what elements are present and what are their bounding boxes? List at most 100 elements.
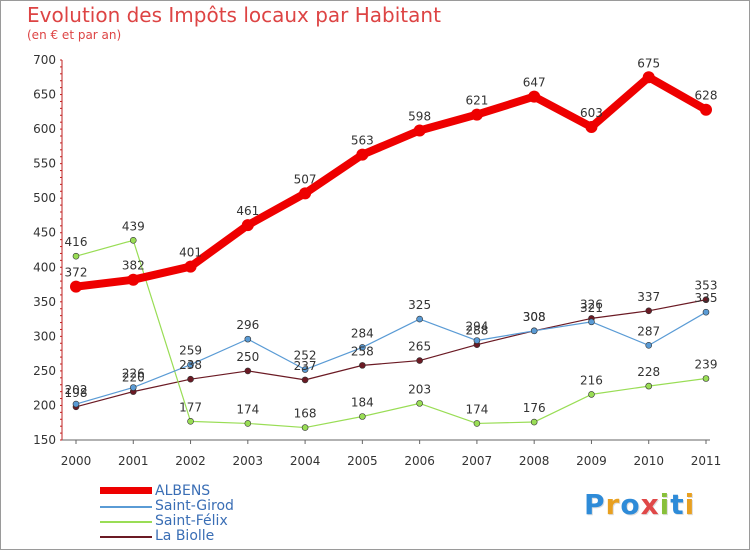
data-point-albens bbox=[642, 71, 655, 84]
legend-swatch-saint-felix bbox=[100, 521, 152, 523]
series-line-saint-felix bbox=[75, 239, 707, 429]
data-label: 226 bbox=[122, 366, 145, 380]
chart-title: Evolution des Impôts locaux par Habitant bbox=[27, 3, 441, 27]
x-tick-label: 2008 bbox=[519, 454, 550, 468]
data-point-saint-girod bbox=[72, 400, 80, 408]
data-label: 563 bbox=[351, 134, 374, 148]
data-point-albens bbox=[241, 219, 254, 232]
data-label: 461 bbox=[236, 204, 259, 218]
legend-swatch-saint-girod bbox=[100, 506, 152, 508]
x-tick-label: 2004 bbox=[290, 454, 321, 468]
legend-swatch-albens bbox=[100, 487, 152, 494]
y-tick-label: 500 bbox=[33, 191, 56, 205]
legend-swatch-la-biolle bbox=[100, 536, 152, 538]
data-point-la-biolle bbox=[702, 296, 710, 304]
data-label: 507 bbox=[294, 172, 317, 186]
legend-label-la-biolle: La Biolle bbox=[155, 528, 215, 544]
data-label: 284 bbox=[351, 326, 374, 340]
data-point-albens bbox=[585, 121, 598, 134]
data-point-saint-felix bbox=[72, 252, 80, 260]
data-point-saint-felix bbox=[359, 413, 366, 420]
data-label: 174 bbox=[236, 402, 259, 416]
legend-label-saint-felix: Saint-Félix bbox=[155, 513, 228, 529]
data-point-saint-felix bbox=[645, 382, 653, 390]
data-point-albens bbox=[470, 108, 483, 121]
data-label: 168 bbox=[294, 407, 317, 421]
data-point-saint-felix bbox=[187, 418, 194, 425]
data-label: 308 bbox=[523, 310, 546, 324]
y-tick-label: 400 bbox=[33, 260, 56, 274]
data-point-albens bbox=[356, 148, 369, 161]
data-point-saint-girod bbox=[416, 315, 423, 323]
data-label: 287 bbox=[637, 324, 660, 338]
x-tick-label: 2010 bbox=[633, 454, 664, 468]
data-label: 628 bbox=[695, 89, 718, 103]
data-point-saint-girod bbox=[645, 342, 653, 349]
data-label: 337 bbox=[637, 290, 660, 304]
data-label: 216 bbox=[580, 373, 603, 387]
data-point-albens bbox=[184, 260, 197, 273]
x-tick-label: 2002 bbox=[175, 454, 206, 468]
data-point-albens bbox=[127, 273, 140, 286]
data-point-saint-felix bbox=[702, 375, 710, 382]
data-point-saint-felix bbox=[301, 424, 309, 431]
x-tick-label: 2007 bbox=[462, 454, 493, 468]
data-label: 308 bbox=[523, 310, 546, 324]
y-tick-label: 650 bbox=[33, 88, 56, 102]
y-tick-label: 700 bbox=[33, 53, 56, 67]
data-point-saint-felix bbox=[588, 391, 595, 398]
data-point-saint-girod bbox=[359, 344, 366, 351]
data-point-la-biolle bbox=[645, 307, 653, 315]
data-point-albens bbox=[413, 124, 426, 137]
data-point-albens bbox=[70, 280, 82, 293]
series-line-albens bbox=[72, 73, 710, 291]
y-tick-label: 350 bbox=[33, 295, 56, 309]
data-point-saint-felix bbox=[530, 418, 538, 426]
data-label: 401 bbox=[179, 246, 202, 260]
data-point-saint-girod bbox=[244, 335, 252, 343]
data-point-la-biolle bbox=[187, 375, 194, 383]
data-label: 265 bbox=[408, 340, 431, 354]
legend-label-saint-girod: Saint-Girod bbox=[155, 498, 234, 514]
data-label: 335 bbox=[695, 291, 718, 305]
line-chart: 150 200 250 300 350 400 450 500 550 600 650 700 2000… bbox=[33, 53, 721, 468]
data-point-saint-girod bbox=[530, 327, 538, 335]
y-tick-label: 600 bbox=[33, 122, 56, 136]
data-label: 203 bbox=[408, 382, 431, 396]
data-label: 325 bbox=[408, 298, 431, 312]
y-tick-label: 550 bbox=[33, 157, 56, 171]
data-label: 353 bbox=[695, 279, 718, 293]
y-tick-label: 200 bbox=[33, 398, 56, 412]
y-tick-label: 150 bbox=[33, 433, 56, 447]
data-point-saint-girod bbox=[301, 366, 309, 373]
x-tick-label: 2006 bbox=[404, 454, 435, 468]
data-point-saint-girod bbox=[129, 384, 137, 391]
data-label: 416 bbox=[65, 235, 88, 249]
proxiti-logo: Proxiti bbox=[584, 488, 696, 521]
data-point-saint-girod bbox=[702, 308, 710, 316]
data-point-saint-felix bbox=[129, 237, 137, 244]
data-label: 237 bbox=[294, 359, 317, 373]
data-point-albens bbox=[700, 103, 712, 116]
data-label: 603 bbox=[580, 106, 603, 120]
data-label: 259 bbox=[179, 344, 202, 358]
data-label: 382 bbox=[122, 259, 145, 273]
data-label: 198 bbox=[65, 386, 88, 400]
data-point-la-biolle bbox=[301, 376, 309, 384]
x-tick-label: 2009 bbox=[576, 454, 607, 468]
data-point-albens bbox=[299, 187, 312, 200]
data-label: 176 bbox=[523, 401, 546, 415]
data-point-la-biolle bbox=[416, 357, 423, 364]
data-label: 202 bbox=[65, 383, 88, 397]
x-tick-label: 2005 bbox=[347, 454, 378, 468]
data-point-saint-felix bbox=[416, 400, 423, 407]
series-line-saint-girod bbox=[75, 311, 707, 405]
data-label: 239 bbox=[695, 358, 718, 372]
data-label: 439 bbox=[122, 219, 145, 233]
data-label: 252 bbox=[294, 349, 317, 363]
data-label: 296 bbox=[236, 318, 259, 332]
data-point-saint-girod bbox=[588, 318, 595, 326]
data-label: 675 bbox=[637, 56, 660, 70]
data-point-la-biolle bbox=[244, 367, 252, 375]
x-tick-label: 2000 bbox=[61, 454, 92, 468]
